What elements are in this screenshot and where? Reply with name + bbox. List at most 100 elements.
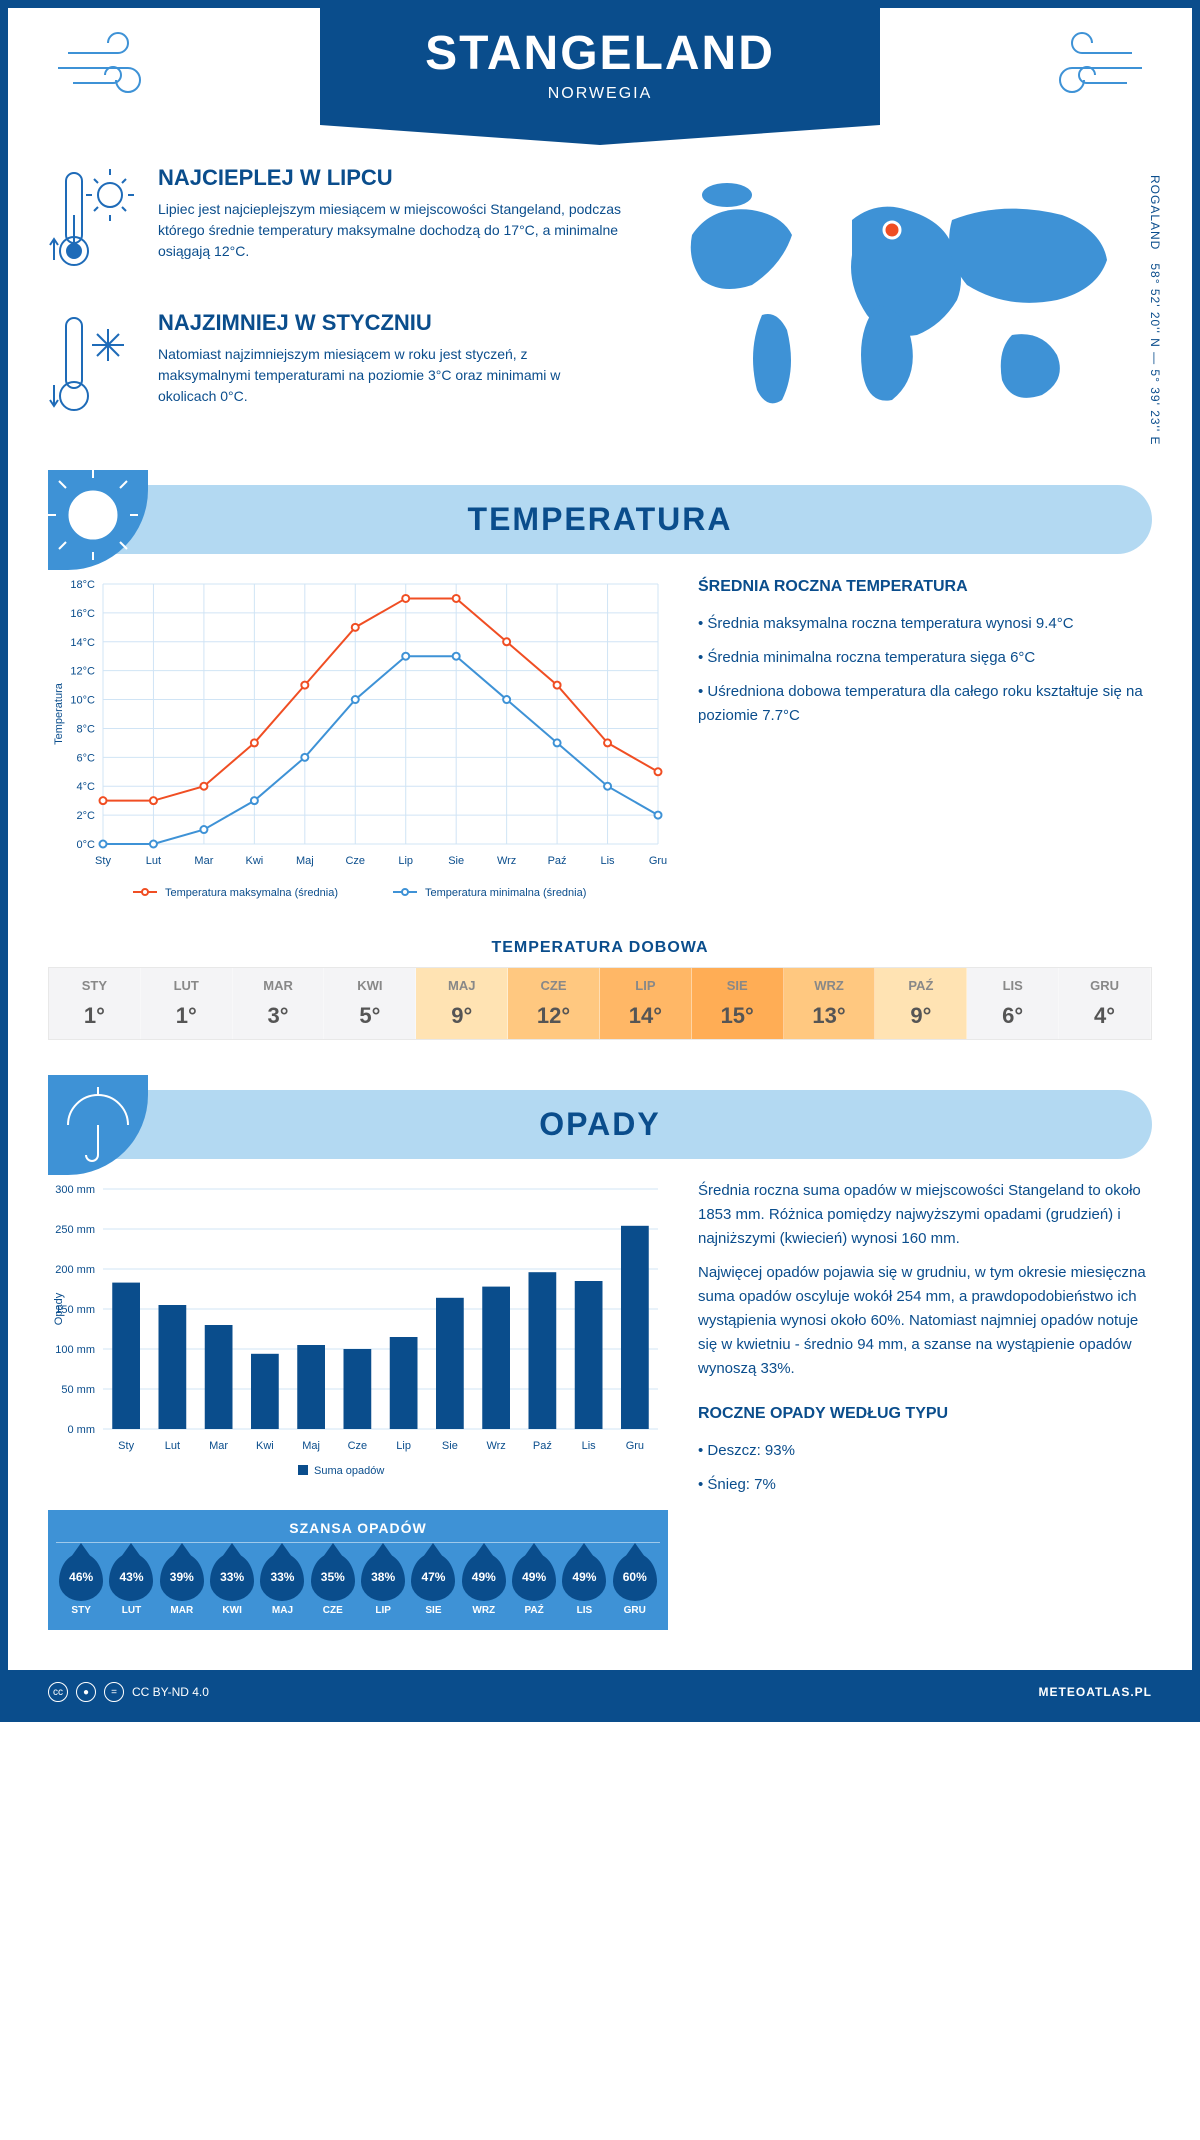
svg-text:Sty: Sty: [95, 855, 111, 867]
temp-cell: MAR3°: [233, 968, 325, 1039]
svg-text:Opady: Opady: [53, 1292, 65, 1325]
temp-cell: WRZ13°: [784, 968, 876, 1039]
section-title-temperature: TEMPERATURA: [48, 501, 1152, 538]
chance-drop: 35%CZE: [309, 1553, 357, 1616]
svg-text:4°C: 4°C: [77, 781, 96, 793]
svg-text:250 mm: 250 mm: [55, 1224, 95, 1236]
svg-text:Cze: Cze: [348, 1440, 368, 1452]
precip-bar-chart: 0 mm50 mm100 mm150 mm200 mm250 mm300 mmS…: [48, 1179, 668, 1630]
svg-text:Temperatura minimalna (średnia: Temperatura minimalna (średnia): [425, 887, 586, 899]
fact-coldest-title: NAJZIMNIEJ W STYCZNIU: [158, 310, 622, 336]
svg-text:Lis: Lis: [601, 855, 616, 867]
map-marker-icon: [884, 222, 900, 238]
svg-text:Suma opadów: Suma opadów: [314, 1465, 384, 1477]
svg-text:Paź: Paź: [548, 855, 567, 867]
svg-text:2°C: 2°C: [77, 810, 96, 822]
svg-text:16°C: 16°C: [70, 608, 95, 620]
footer-license: cc ● = CC BY-ND 4.0: [48, 1682, 209, 1702]
nd-icon: =: [104, 1682, 124, 1702]
license-text: CC BY-ND 4.0: [132, 1685, 209, 1699]
svg-text:100 mm: 100 mm: [55, 1344, 95, 1356]
temp-bullet-1: • Średnia maksymalna roczna temperatura …: [698, 612, 1152, 636]
svg-text:12°C: 12°C: [70, 666, 95, 678]
temperature-chart-row: 0°C 2°C 4°C 6°C 8°C 10°C 12°C 14°C 16°C 18°C Sty Lu…: [48, 574, 1152, 909]
svg-text:50 mm: 50 mm: [61, 1384, 95, 1396]
fact-warmest-body: Lipiec jest najcieplejszym miesiącem w m…: [158, 199, 622, 262]
infographic-frame: STANGELAND NORWEGIA NAJCIEPLEJ W LIPCU L…: [0, 0, 1200, 1722]
chance-drop: 39%MAR: [158, 1553, 206, 1616]
top-row: NAJCIEPLEJ W LIPCU Lipiec jest najcieple…: [48, 165, 1152, 455]
page-subtitle: NORWEGIA: [320, 85, 880, 103]
svg-text:0 mm: 0 mm: [68, 1424, 96, 1436]
chance-drop: 49%LIS: [560, 1553, 608, 1616]
svg-text:Sie: Sie: [448, 855, 464, 867]
temp-cell: MAJ9°: [416, 968, 508, 1039]
chance-drop: 49%PAŹ: [510, 1553, 558, 1616]
svg-text:Maj: Maj: [302, 1440, 320, 1452]
svg-text:Lis: Lis: [582, 1440, 597, 1452]
svg-text:Wrz: Wrz: [486, 1440, 505, 1452]
svg-text:Paź: Paź: [533, 1440, 552, 1452]
footer-site: METEOATLAS.PL: [1039, 1685, 1152, 1699]
facts-column: NAJCIEPLEJ W LIPCU Lipiec jest najcieple…: [48, 165, 622, 455]
daily-temp-title: TEMPERATURA DOBOWA: [48, 939, 1152, 957]
section-header-precipitation: OPADY: [48, 1090, 1152, 1159]
svg-text:Temperatura: Temperatura: [53, 682, 65, 745]
fact-coldest-body: Natomiast najzimniejszym miesiącem w rok…: [158, 344, 622, 407]
header-banner: STANGELAND NORWEGIA: [320, 8, 880, 125]
svg-text:Mar: Mar: [209, 1440, 228, 1452]
temp-cell: LIS6°: [967, 968, 1059, 1039]
chance-drop: 38%LIP: [359, 1553, 407, 1616]
thermometer-snow-icon: [48, 310, 138, 425]
svg-text:Lut: Lut: [146, 855, 161, 867]
svg-text:Sty: Sty: [118, 1440, 134, 1452]
svg-text:Gru: Gru: [626, 1440, 644, 1452]
precip-chance-row: 46%STY43%LUT39%MAR33%KWI33%MAJ35%CZE38%L…: [56, 1553, 660, 1616]
svg-text:Lut: Lut: [165, 1440, 180, 1452]
svg-text:8°C: 8°C: [77, 723, 96, 735]
by-icon: ●: [76, 1682, 96, 1702]
precip-paragraph-2: Najwięcej opadów pojawia się w grudniu, …: [698, 1261, 1152, 1381]
temp-cell: STY1°: [49, 968, 141, 1039]
temp-bullet-2: • Średnia minimalna roczna temperatura s…: [698, 646, 1152, 670]
svg-text:10°C: 10°C: [70, 695, 95, 707]
cc-icon: cc: [48, 1682, 68, 1702]
svg-text:14°C: 14°C: [70, 637, 95, 649]
svg-text:Cze: Cze: [345, 855, 365, 867]
temp-cell: CZE12°: [508, 968, 600, 1039]
svg-text:Wrz: Wrz: [497, 855, 516, 867]
svg-text:Sie: Sie: [442, 1440, 458, 1452]
temp-cell: KWI5°: [324, 968, 416, 1039]
sun-icon: [48, 470, 148, 570]
svg-text:Mar: Mar: [194, 855, 213, 867]
coordinates-label: ROGALAND 58° 52' 20'' N — 5° 39' 23'' E: [1148, 175, 1162, 445]
precip-chance-box: SZANSA OPADÓW 46%STY43%LUT39%MAR33%KWI33…: [48, 1510, 668, 1630]
precip-type-1: • Deszcz: 93%: [698, 1439, 1152, 1463]
footer: cc ● = CC BY-ND 4.0 METEOATLAS.PL: [8, 1670, 1192, 1714]
page-title: STANGELAND: [320, 26, 880, 81]
svg-text:Kwi: Kwi: [256, 1440, 274, 1452]
svg-text:0°C: 0°C: [77, 839, 96, 851]
svg-text:18°C: 18°C: [70, 579, 95, 591]
precip-summary: Średnia roczna suma opadów w miejscowośc…: [698, 1179, 1152, 1630]
temp-bullet-3: • Uśredniona dobowa temperatura dla całe…: [698, 680, 1152, 728]
svg-text:300 mm: 300 mm: [55, 1184, 95, 1196]
temp-cell: SIE15°: [692, 968, 784, 1039]
temp-cell: LUT1°: [141, 968, 233, 1039]
svg-text:200 mm: 200 mm: [55, 1264, 95, 1276]
chance-drop: 33%MAJ: [258, 1553, 306, 1616]
precip-type-2: • Śnieg: 7%: [698, 1473, 1152, 1497]
temp-cell: PAŹ9°: [875, 968, 967, 1039]
chance-drop: 33%KWI: [208, 1553, 256, 1616]
fact-warmest-title: NAJCIEPLEJ W LIPCU: [158, 165, 622, 191]
temperature-line-chart: 0°C 2°C 4°C 6°C 8°C 10°C 12°C 14°C 16°C 18°C Sty Lu…: [48, 574, 668, 909]
chance-drop: 47%SIE: [409, 1553, 457, 1616]
svg-text:Gru: Gru: [649, 855, 667, 867]
chance-drop: 43%LUT: [107, 1553, 155, 1616]
temp-cell: LIP14°: [600, 968, 692, 1039]
svg-text:6°C: 6°C: [77, 752, 96, 764]
section-title-precipitation: OPADY: [48, 1106, 1152, 1143]
thermometer-sun-icon: [48, 165, 138, 280]
svg-text:Temperatura maksymalna (średni: Temperatura maksymalna (średnia): [165, 887, 338, 899]
svg-text:Kwi: Kwi: [245, 855, 263, 867]
